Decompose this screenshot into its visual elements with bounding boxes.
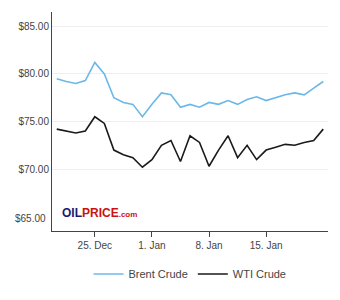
svg-text:OILPRICE.com: OILPRICE.com: [62, 206, 137, 220]
svg-text:$70.00: $70.00: [18, 164, 49, 175]
svg-text:8. Jan: 8. Jan: [195, 240, 222, 251]
svg-text:25. Dec: 25. Dec: [78, 240, 112, 251]
svg-text:$65.00: $65.00: [15, 213, 46, 224]
svg-text:WTI Crude: WTI Crude: [233, 268, 286, 280]
svg-text:Brent Crude: Brent Crude: [129, 268, 188, 280]
svg-text:$85.00: $85.00: [18, 21, 49, 32]
svg-text:15. Jan: 15. Jan: [250, 240, 283, 251]
svg-text:1. Jan: 1. Jan: [138, 240, 165, 251]
svg-text:$75.00: $75.00: [18, 116, 49, 127]
svg-text:$80.00: $80.00: [18, 68, 49, 79]
